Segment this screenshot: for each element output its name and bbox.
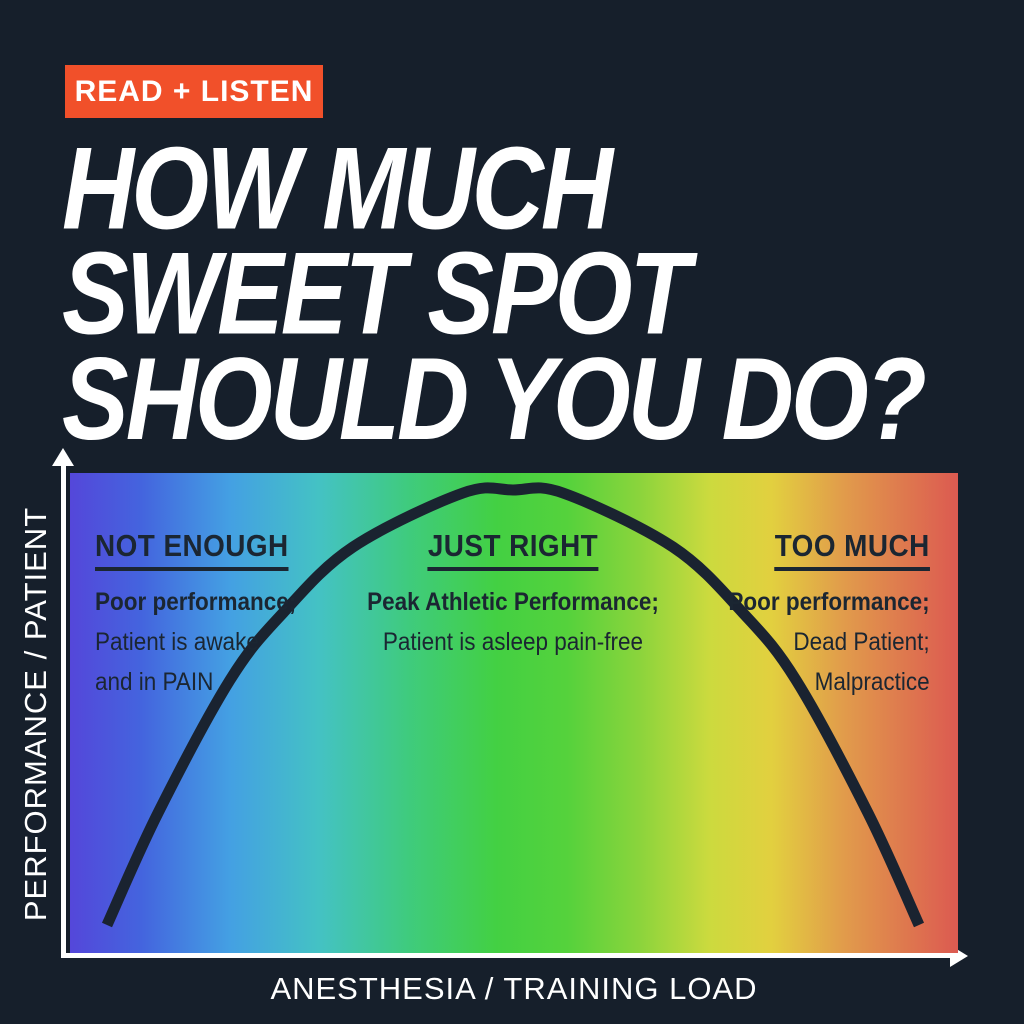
read-listen-badge: READ + LISTEN [65,65,323,118]
y-axis-label: PERFORMANCE / PATIENT [18,506,53,922]
zone-not-enough-line2: Patient is awake [95,628,259,656]
zone-just-right-line1: Peak Athletic Performance; [367,588,659,616]
zone-too-much-line2: Dead Patient; [793,628,930,656]
zone-not-enough-heading: NOT ENOUGH [95,528,289,571]
y-axis-line [61,466,66,958]
y-axis-arrow-icon [52,448,74,466]
title-line-3: SHOULD YOU DO? [62,333,927,465]
zone-just-right-line2: Patient is asleep pain-free [382,628,644,656]
zone-just-right-heading: JUST RIGHT [427,528,599,571]
zone-not-enough: NOT ENOUGH Poor performance; Patient is … [95,528,296,702]
zone-not-enough-line1: Poor performance; [95,588,297,616]
zone-too-much: TOO MUCH Poor performance; Dead Patient;… [729,528,930,702]
zone-too-much-heading: TOO MUCH [775,528,930,571]
x-axis-label: ANESTHESIA / TRAINING LOAD [270,971,758,1006]
zone-too-much-line1: Poor performance; [728,588,930,616]
zone-just-right: JUST RIGHT Peak Athletic Performance; Pa… [367,528,659,662]
chart-plot-area: NOT ENOUGH Poor performance; Patient is … [70,473,958,953]
page-title: HOW MUCH SWEET SPOT SHOULD YOU DO? [62,123,927,465]
title-line-2: SWEET SPOT [62,228,691,360]
title-line-1: HOW MUCH [62,123,613,255]
zone-not-enough-line3: and in PAIN [95,668,214,696]
zone-too-much-line3: Malpractice [814,668,930,696]
x-axis-line [61,953,951,958]
bell-curve [101,482,925,928]
